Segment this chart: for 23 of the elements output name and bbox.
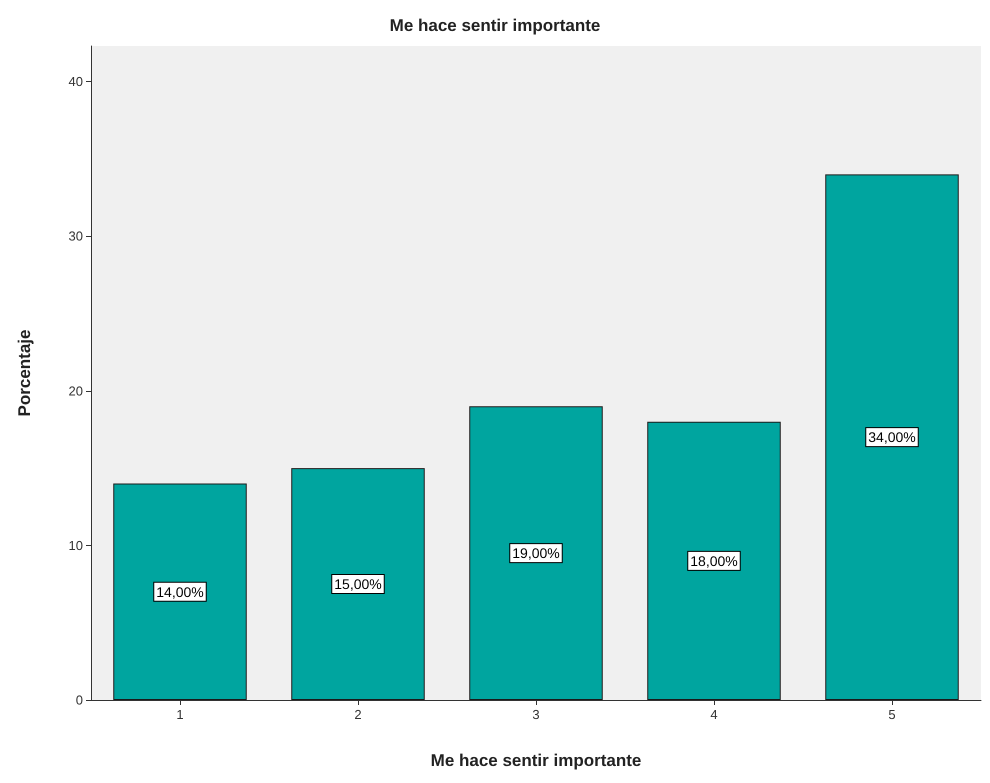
bar: [825, 174, 959, 700]
data-label: 19,00%: [512, 545, 560, 562]
x-tick-label: 2: [354, 707, 362, 722]
bar: [113, 484, 247, 700]
bar: [647, 422, 781, 700]
x-tick-label: 4: [710, 707, 718, 722]
x-tick-label: 5: [888, 707, 896, 722]
bar: [469, 406, 603, 700]
data-label: 14,00%: [156, 584, 204, 600]
y-tick-label: 30: [68, 228, 83, 244]
chart-title: Me hace sentir importante: [390, 16, 600, 35]
x-axis-title: Me hace sentir importante: [430, 751, 642, 770]
y-tick-label: 10: [68, 538, 83, 553]
x-tick-label: 3: [532, 707, 540, 722]
x-tick-label: 1: [176, 707, 184, 722]
bar: [291, 468, 425, 700]
y-tick-label: 20: [68, 383, 83, 398]
y-tick-label: 0: [76, 692, 83, 708]
data-label: 15,00%: [334, 576, 382, 592]
data-label: 18,00%: [690, 552, 738, 569]
data-label: 34,00%: [868, 429, 916, 446]
y-tick-label: 40: [68, 74, 83, 90]
y-axis-title: Porcentaje: [15, 330, 34, 416]
